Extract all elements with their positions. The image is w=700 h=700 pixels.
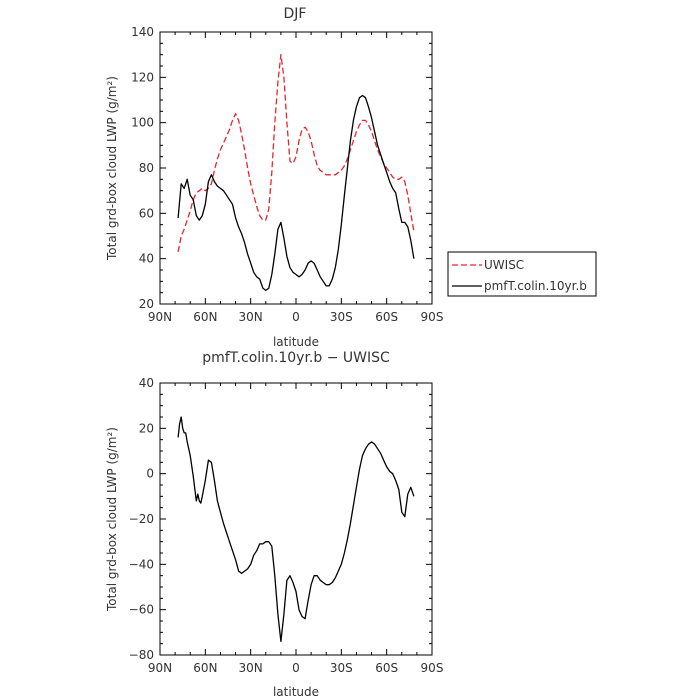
plot-frame-top: [159, 31, 433, 305]
x-tick-label-top-5: 60S: [375, 310, 398, 324]
y-tick-label-bottom-0: −80: [129, 648, 154, 662]
x-tick-label-top-2: 30N: [239, 310, 263, 324]
y-axis-label-top: Total grd-box cloud LWP (g/m²): [105, 76, 119, 261]
x-tick-label-top-1: 60N: [193, 310, 217, 324]
y-tick-label-top-1: 40: [139, 252, 154, 266]
y-tick-label-bottom-5: 20: [139, 421, 154, 435]
y-tick-label-top-2: 60: [139, 206, 154, 220]
y-tick-label-top-6: 140: [131, 25, 154, 39]
chart-top: DJF 90N 60N 30N 0 30S 60S 90S 20 40 60 80 100 120 140…: [105, 6, 443, 349]
series-line-top-0: [177, 54, 415, 253]
x-tick-label-top-6: 90S: [421, 310, 444, 324]
x-tick-label-bottom-2: 30N: [239, 661, 263, 675]
chart-bottom: pmfT.colin.10yr.b − UWISC 90N 60N 30N 0 30S 6…: [105, 350, 443, 699]
series-line-bottom-0: [177, 416, 415, 643]
x-tick-label-top-0: 90N: [148, 310, 172, 324]
y-tick-label-bottom-2: −40: [129, 557, 154, 571]
x-tick-label-bottom-4: 30S: [330, 661, 353, 675]
y-axis-label-bottom: Total grd-box cloud LWP (g/m²): [105, 427, 119, 612]
x-tick-label-bottom-5: 60S: [375, 661, 398, 675]
x-tick-label-top-4: 30S: [330, 310, 353, 324]
chart-title-bottom: pmfT.colin.10yr.b − UWISC: [202, 350, 390, 366]
x-axis-label-bottom: latitude: [273, 685, 319, 699]
series-line-top-1: [177, 94, 415, 292]
x-tick-label-top-3: 0: [292, 310, 300, 324]
x-tick-label-bottom-0: 90N: [148, 661, 172, 675]
x-tick-label-bottom-1: 60N: [193, 661, 217, 675]
y-tick-label-top-0: 20: [139, 297, 154, 311]
x-tick-label-bottom-3: 0: [292, 661, 300, 675]
y-tick-label-top-5: 120: [131, 70, 154, 84]
x-axis-label-top: latitude: [273, 335, 319, 349]
legend-label-pmft: pmfT.colin.10yr.b: [484, 279, 587, 293]
chart-title-top: DJF: [284, 6, 307, 22]
plot-frame-bottom: [159, 382, 433, 656]
y-tick-label-bottom-6: 40: [139, 376, 154, 390]
y-tick-label-bottom-3: −20: [129, 512, 154, 526]
legend-box: [447, 251, 597, 297]
y-tick-label-bottom-4: 0: [146, 467, 154, 481]
y-tick-label-top-3: 80: [139, 161, 154, 175]
legend-label-uwisc: UWISC: [484, 258, 524, 272]
x-tick-label-bottom-6: 90S: [421, 661, 444, 675]
legend: UWISC pmfT.colin.10yr.b: [447, 251, 597, 297]
y-tick-label-top-4: 100: [131, 116, 154, 130]
y-tick-label-bottom-1: −60: [129, 603, 154, 617]
